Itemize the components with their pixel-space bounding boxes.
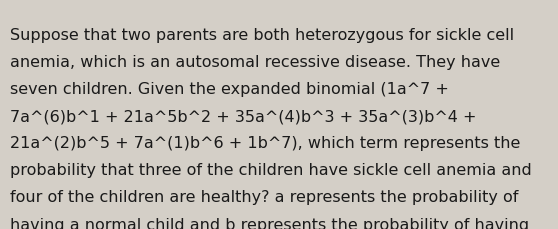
- Text: seven children. Given the expanded binomial (1a^7 +: seven children. Given the expanded binom…: [10, 82, 449, 96]
- Text: Suppose that two parents are both heterozygous for sickle cell: Suppose that two parents are both hetero…: [10, 27, 514, 42]
- Text: anemia, which is an autosomal recessive disease. They have: anemia, which is an autosomal recessive …: [10, 55, 501, 69]
- Text: having a normal child and b represents the probability of having: having a normal child and b represents t…: [10, 217, 529, 229]
- Text: four of the children are healthy? a represents the probability of: four of the children are healthy? a repr…: [10, 190, 518, 204]
- Text: 21a^(2)b^5 + 7a^(1)b^6 + 1b^7), which term represents the: 21a^(2)b^5 + 7a^(1)b^6 + 1b^7), which te…: [10, 136, 521, 150]
- Text: probability that three of the children have sickle cell anemia and: probability that three of the children h…: [10, 163, 532, 177]
- Text: 7a^(6)b^1 + 21a^5b^2 + 35a^(4)b^3 + 35a^(3)b^4 +: 7a^(6)b^1 + 21a^5b^2 + 35a^(4)b^3 + 35a^…: [10, 109, 477, 123]
